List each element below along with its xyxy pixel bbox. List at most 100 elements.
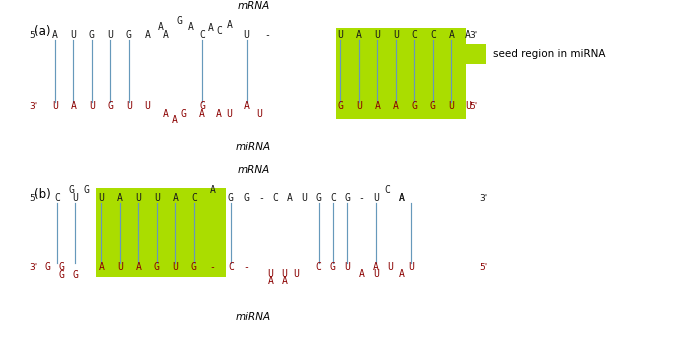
Text: U: U xyxy=(227,109,232,119)
Text: miRNA: miRNA xyxy=(236,142,271,152)
Text: U: U xyxy=(256,109,262,119)
Text: A: A xyxy=(449,30,454,40)
Text: U: U xyxy=(373,193,379,203)
Text: U: U xyxy=(373,269,379,279)
Text: A: A xyxy=(158,22,164,32)
Text: A: A xyxy=(199,109,205,119)
Text: A: A xyxy=(188,22,193,32)
Text: U: U xyxy=(145,101,150,111)
Text: U: U xyxy=(388,262,393,272)
Text: C: C xyxy=(412,30,417,40)
Text: G: G xyxy=(177,16,182,26)
Text: U: U xyxy=(73,193,78,203)
Text: G: G xyxy=(59,262,64,272)
Text: -: - xyxy=(244,262,249,272)
Text: G: G xyxy=(84,185,89,195)
Text: U: U xyxy=(393,30,399,40)
Text: U: U xyxy=(338,30,343,40)
Text: U: U xyxy=(449,101,454,111)
Text: A: A xyxy=(173,193,178,203)
Text: U: U xyxy=(244,30,249,40)
Text: seed region in miRNA: seed region in miRNA xyxy=(493,49,606,59)
Text: A: A xyxy=(287,193,292,203)
Text: 5': 5' xyxy=(469,102,477,111)
Text: -: - xyxy=(264,30,270,40)
Text: 5': 5' xyxy=(479,263,488,272)
Text: A: A xyxy=(359,269,364,279)
Text: G: G xyxy=(45,262,50,272)
Text: A: A xyxy=(71,101,76,111)
Text: G: G xyxy=(191,262,197,272)
Text: U: U xyxy=(173,262,178,272)
Text: A: A xyxy=(136,262,141,272)
Text: C: C xyxy=(54,193,60,203)
Text: C: C xyxy=(384,185,390,195)
Text: U: U xyxy=(89,101,95,111)
Text: G: G xyxy=(69,185,75,195)
Text: G: G xyxy=(199,101,205,111)
Text: 3': 3' xyxy=(479,194,488,203)
Text: (a): (a) xyxy=(34,25,51,38)
Text: U: U xyxy=(294,269,299,279)
Text: A: A xyxy=(373,262,379,272)
Text: 3': 3' xyxy=(29,102,38,111)
Text: C: C xyxy=(216,26,222,36)
Text: -: - xyxy=(359,193,364,203)
Bar xyxy=(96,188,226,277)
Text: 5': 5' xyxy=(29,194,38,203)
Text: C: C xyxy=(228,262,234,272)
Text: A: A xyxy=(356,30,362,40)
Text: A: A xyxy=(163,109,169,119)
Text: G: G xyxy=(89,30,95,40)
Text: A: A xyxy=(145,30,150,40)
Text: 3': 3' xyxy=(29,263,38,272)
Text: A: A xyxy=(99,262,104,272)
Text: G: G xyxy=(430,101,436,111)
Bar xyxy=(466,44,486,64)
Text: C: C xyxy=(430,30,436,40)
Text: 5': 5' xyxy=(29,31,38,40)
Text: C: C xyxy=(273,193,278,203)
Text: G: G xyxy=(73,270,78,280)
Text: A: A xyxy=(282,276,287,286)
Text: A: A xyxy=(227,21,232,30)
Text: G: G xyxy=(244,193,249,203)
Text: G: G xyxy=(412,101,417,111)
Text: mRNA: mRNA xyxy=(237,1,270,11)
Text: A: A xyxy=(399,269,404,279)
Text: A: A xyxy=(216,109,222,119)
Text: A: A xyxy=(172,115,177,125)
Text: U: U xyxy=(108,30,113,40)
Text: -: - xyxy=(258,193,264,203)
Text: mRNA: mRNA xyxy=(237,165,270,175)
Text: G: G xyxy=(59,270,64,280)
Text: A: A xyxy=(244,101,249,111)
Text: G: G xyxy=(345,193,350,203)
Text: U: U xyxy=(465,101,471,111)
Text: C: C xyxy=(191,193,197,203)
Text: U: U xyxy=(282,269,287,279)
Text: G: G xyxy=(338,101,343,111)
Text: (b): (b) xyxy=(34,188,51,201)
Text: U: U xyxy=(345,262,350,272)
Text: U: U xyxy=(136,193,141,203)
Text: G: G xyxy=(181,109,186,119)
Text: G: G xyxy=(108,101,113,111)
Text: U: U xyxy=(52,101,58,111)
Text: U: U xyxy=(268,269,273,279)
Text: A: A xyxy=(375,101,380,111)
Text: U: U xyxy=(375,30,380,40)
Text: A: A xyxy=(163,30,169,40)
Text: -: - xyxy=(210,262,215,272)
Text: A: A xyxy=(399,193,404,203)
Text: G: G xyxy=(330,262,336,272)
Text: A: A xyxy=(208,23,214,33)
Text: U: U xyxy=(117,262,123,272)
Text: G: G xyxy=(316,193,321,203)
Text: G: G xyxy=(154,262,160,272)
Text: U: U xyxy=(99,193,104,203)
Text: A: A xyxy=(465,30,471,40)
Text: A: A xyxy=(210,185,215,195)
Bar xyxy=(336,28,466,119)
Text: A: A xyxy=(268,276,273,286)
